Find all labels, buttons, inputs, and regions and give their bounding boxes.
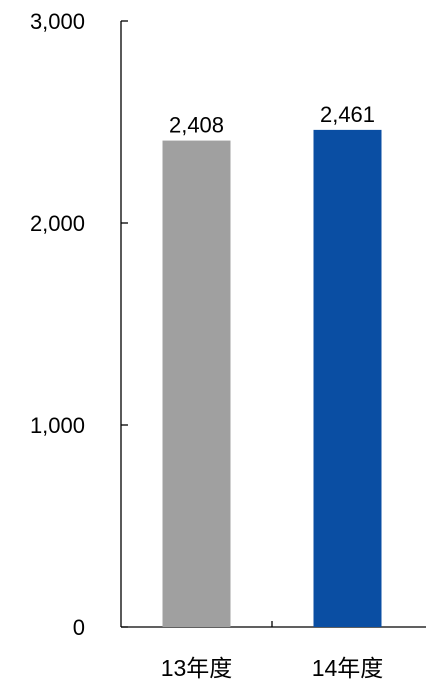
y-tick-label: 1,000 (30, 413, 85, 438)
bar-value-label: 2,461 (320, 102, 375, 127)
bar-2 (313, 129, 382, 628)
y-tick-label: 0 (73, 615, 85, 640)
category-label: 14年度 (312, 655, 384, 681)
category-label: 13年度 (161, 655, 233, 681)
bar-value-label: 2,408 (169, 113, 224, 138)
data-labels: 2,408 2,461 (169, 102, 375, 138)
y-tick-label: 3,000 (30, 9, 85, 34)
y-tick-label: 2,000 (30, 211, 85, 236)
bars (162, 129, 382, 628)
x-axis: 13年度 14年度 (121, 621, 426, 681)
y-axis: 0 1,000 2,000 3,000 (30, 9, 128, 640)
bar-1 (162, 140, 231, 628)
